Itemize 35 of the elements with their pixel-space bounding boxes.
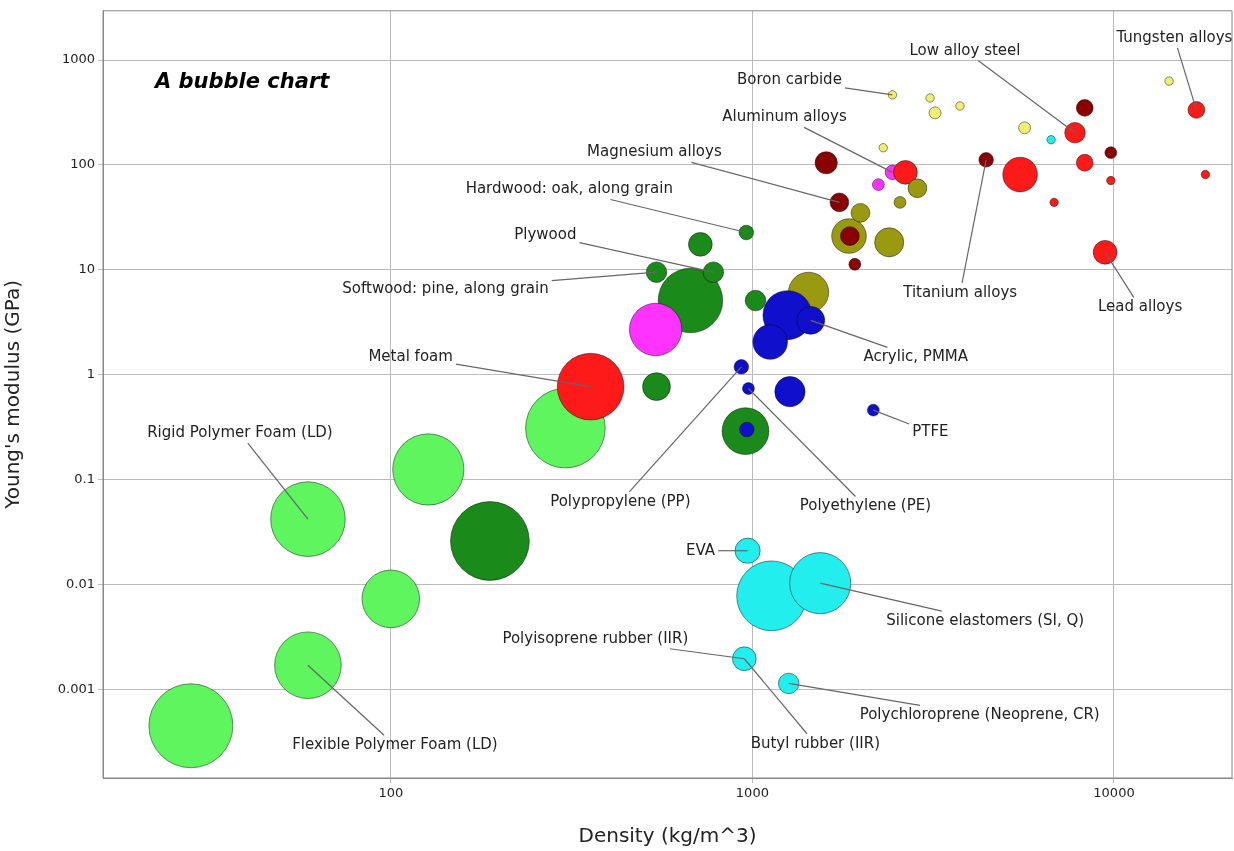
annotation: Magnesium alloys [587,142,722,161]
y-tick-label: 0.01 [66,575,95,591]
annotation: Polypropylene (PP) [550,491,691,510]
annotation: Polyisoprene rubber (IIR) [502,628,689,647]
annotation: Aluminum alloys [722,107,847,126]
x-tick-label: 10000 [1093,785,1135,801]
y-tick-label: 100 [70,156,95,172]
y-tick-label: 0.001 [57,680,95,696]
annotation: Softwood: pine, along grain [342,279,549,298]
annotation: Hardwood: oak, along grain [465,179,673,198]
y-tick-label: 0.1 [74,471,95,486]
x-tick-label: 1000 [735,785,769,801]
annotation: Acrylic, PMMA [863,347,969,366]
annotation: EVA [686,540,716,559]
text: A bubble chart [153,69,331,94]
annotation: Polyethylene (PE) [799,496,932,515]
annotation: Titanium alloys [902,282,1018,301]
x-tick-label: 100 [378,785,404,801]
annotation: Butyl rubber (IIR) [750,733,881,752]
annotation: PTFE [912,422,949,441]
x-axis-title: Density (kg/m^3) [578,823,757,848]
y-tick-label: 1000 [61,51,95,67]
y-tick-label: 1 [86,366,95,382]
y-axis-title: Young's modulus (GPa) [0,280,25,510]
annotation: Lead alloys [1098,297,1183,316]
annotation: Silicone elastomers (SI, Q) [886,611,1085,630]
annotation: Boron carbide [737,69,842,88]
annotation: Plywood [514,225,577,244]
annotation: Tungsten alloys [1115,27,1233,46]
annotation: Flexible Polymer Foam (LD) [292,735,498,754]
annotation: Metal foam [368,346,453,365]
annotation: Rigid Polymer Foam (LD) [147,423,333,442]
annotation: Polychloroprene (Neoprene, CR) [859,705,1100,724]
annotation: Low alloy steel [909,40,1021,59]
y-tick-label: 10 [78,261,95,277]
